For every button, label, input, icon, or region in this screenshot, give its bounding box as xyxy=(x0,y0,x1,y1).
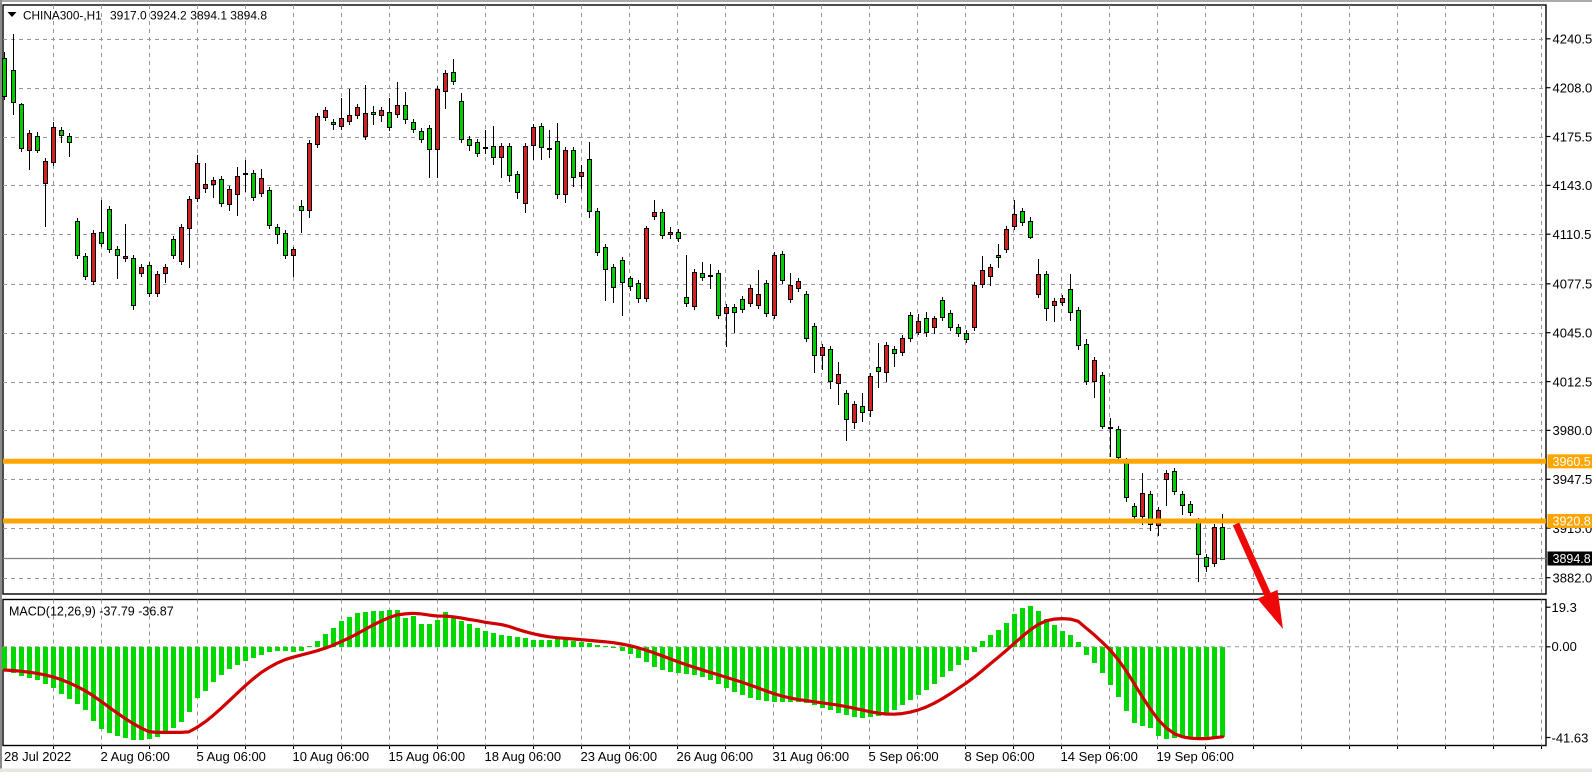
svg-text:4077.5: 4077.5 xyxy=(1553,277,1592,292)
svg-text:3882.0: 3882.0 xyxy=(1553,571,1592,586)
svg-text:19.3: 19.3 xyxy=(1552,600,1577,615)
svg-text:3894.8: 3894.8 xyxy=(230,9,267,23)
svg-text:3894.8: 3894.8 xyxy=(1553,552,1591,566)
svg-text:2 Aug 06:00: 2 Aug 06:00 xyxy=(101,749,170,764)
svg-text:4208.0: 4208.0 xyxy=(1553,81,1592,96)
svg-text:MACD(12,26,9) -37.79 -36.87: MACD(12,26,9) -37.79 -36.87 xyxy=(9,605,174,619)
svg-text:23 Aug 06:00: 23 Aug 06:00 xyxy=(581,749,658,764)
svg-text:3960.5: 3960.5 xyxy=(1553,455,1591,469)
svg-text:4175.5: 4175.5 xyxy=(1553,129,1592,144)
svg-text:10 Aug 06:00: 10 Aug 06:00 xyxy=(293,749,370,764)
svg-text:3980.0: 3980.0 xyxy=(1553,423,1592,438)
svg-text:CHINA300-,H1: CHINA300-,H1 xyxy=(23,9,102,23)
svg-text:14 Sep 06:00: 14 Sep 06:00 xyxy=(1061,749,1138,764)
svg-text:4143.0: 4143.0 xyxy=(1553,178,1592,193)
svg-text:31 Aug 06:00: 31 Aug 06:00 xyxy=(773,749,850,764)
svg-text:18 Aug 06:00: 18 Aug 06:00 xyxy=(485,749,562,764)
svg-text:4110.5: 4110.5 xyxy=(1553,227,1592,242)
svg-text:3947.5: 3947.5 xyxy=(1553,472,1592,487)
svg-text:8 Sep 06:00: 8 Sep 06:00 xyxy=(965,749,1035,764)
svg-text:5 Sep 06:00: 5 Sep 06:00 xyxy=(869,749,939,764)
svg-text:4045.0: 4045.0 xyxy=(1553,326,1592,341)
svg-text:0.00: 0.00 xyxy=(1552,639,1577,654)
svg-text:3894.1: 3894.1 xyxy=(190,9,227,23)
svg-text:4240.5: 4240.5 xyxy=(1553,32,1592,47)
svg-text:19 Sep 06:00: 19 Sep 06:00 xyxy=(1157,749,1234,764)
svg-text:3924.2: 3924.2 xyxy=(150,9,187,23)
svg-text:15 Aug 06:00: 15 Aug 06:00 xyxy=(389,749,466,764)
svg-text:26 Aug 06:00: 26 Aug 06:00 xyxy=(677,749,754,764)
svg-text:28 Jul 2022: 28 Jul 2022 xyxy=(4,749,71,764)
svg-text:-41.63: -41.63 xyxy=(1552,731,1589,746)
svg-text:3917.0: 3917.0 xyxy=(110,9,147,23)
svg-text:3920.8: 3920.8 xyxy=(1553,515,1591,529)
svg-text:4012.5: 4012.5 xyxy=(1553,374,1592,389)
svg-text:5 Aug 06:00: 5 Aug 06:00 xyxy=(197,749,266,764)
